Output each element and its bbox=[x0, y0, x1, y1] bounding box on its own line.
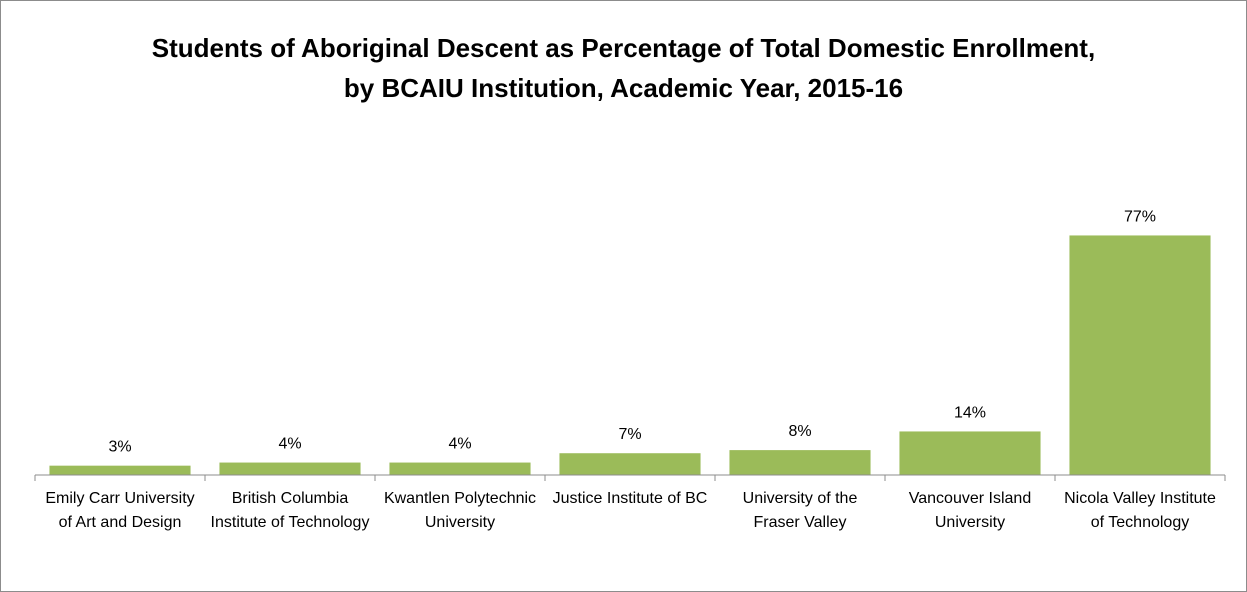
x-tick-label: University of the Fraser Valley bbox=[742, 490, 858, 531]
x-tick-label: British Columbia Institute of Technology bbox=[210, 490, 370, 531]
bar bbox=[1069, 235, 1211, 475]
x-tick-label: Vancouver Island University bbox=[908, 490, 1032, 531]
chart-title: Students of Aboriginal Descent as Percen… bbox=[151, 33, 1096, 103]
data-label: 14% bbox=[954, 404, 986, 421]
data-label: 4% bbox=[448, 436, 471, 453]
bar bbox=[389, 462, 531, 475]
data-label: 8% bbox=[788, 423, 811, 440]
x-tick-label: Justice Institute of BC bbox=[552, 490, 708, 507]
data-label: 7% bbox=[618, 426, 641, 443]
bar bbox=[559, 453, 701, 475]
bar bbox=[49, 465, 191, 475]
bar bbox=[899, 431, 1041, 475]
data-label: 3% bbox=[108, 439, 131, 456]
x-tick-label: Emily Carr University of Art and Design bbox=[45, 490, 195, 531]
data-label: 77% bbox=[1124, 208, 1156, 225]
bar bbox=[219, 462, 361, 475]
data-label: 4% bbox=[278, 436, 301, 453]
bar bbox=[729, 450, 871, 475]
x-tick-label: Nicola Valley Institute of Technology bbox=[1064, 490, 1216, 531]
x-tick-label: Kwantlen Polytechnic University bbox=[383, 490, 537, 531]
